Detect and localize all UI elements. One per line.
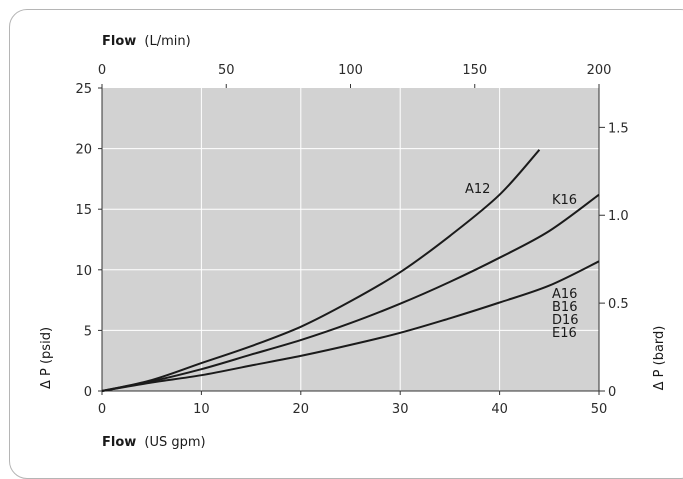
top-x-tick-label: 150 bbox=[462, 63, 487, 78]
top-x-tick-label: 0 bbox=[98, 63, 106, 78]
x-tick-label: 0 bbox=[98, 402, 106, 417]
series-label: K16 bbox=[552, 193, 577, 208]
series-label: E16 bbox=[552, 326, 577, 341]
top-x-tick-label: 50 bbox=[218, 63, 235, 78]
x-tick-label: 30 bbox=[392, 402, 409, 417]
series-label: A12 bbox=[465, 182, 490, 197]
plot-area bbox=[102, 88, 599, 391]
y-tick-label: 5 bbox=[84, 324, 92, 339]
grid-lines bbox=[102, 88, 599, 391]
bottom-x-axis-title: Flow (US gpm) bbox=[102, 435, 206, 450]
right-y-axis-title: Δ P (bard) bbox=[652, 326, 667, 391]
y-tick-label: 20 bbox=[75, 143, 92, 158]
top-x-axis-title: Flow (L/min) bbox=[102, 34, 191, 49]
right-y-tick-label: 0 bbox=[608, 385, 616, 400]
x-tick-label: 10 bbox=[193, 402, 210, 417]
series-label: A16 bbox=[552, 287, 577, 302]
x-tick-label: 20 bbox=[293, 402, 310, 417]
top-x-tick-label: 200 bbox=[587, 63, 612, 78]
series-label: D16 bbox=[552, 313, 579, 328]
right-y-tick-label: 1.0 bbox=[608, 209, 629, 224]
axes: 0 10 20 30 40 500 50 100 150 200051015202500.51.0… bbox=[75, 63, 628, 417]
series-line-a12 bbox=[101, 149, 541, 392]
chart: 0 10 20 30 40 500 50 100 150 200051015202500.51.0… bbox=[39, 34, 667, 450]
series-line-a16 bbox=[101, 260, 600, 392]
top-x-tick-label: 100 bbox=[338, 63, 363, 78]
right-y-tick-label: 1.5 bbox=[608, 121, 629, 136]
x-tick-label: 40 bbox=[491, 402, 508, 417]
y-tick-label: 15 bbox=[75, 203, 92, 218]
series-line-k16 bbox=[101, 193, 600, 392]
left-y-axis-title: Δ P (psid) bbox=[39, 327, 54, 389]
right-y-tick-label: 0.5 bbox=[608, 297, 629, 312]
y-tick-label: 10 bbox=[75, 264, 92, 279]
y-tick-label: 0 bbox=[84, 385, 92, 400]
y-tick-label: 25 bbox=[75, 82, 92, 97]
series-label: B16 bbox=[552, 300, 577, 315]
x-tick-label: 50 bbox=[591, 402, 608, 417]
